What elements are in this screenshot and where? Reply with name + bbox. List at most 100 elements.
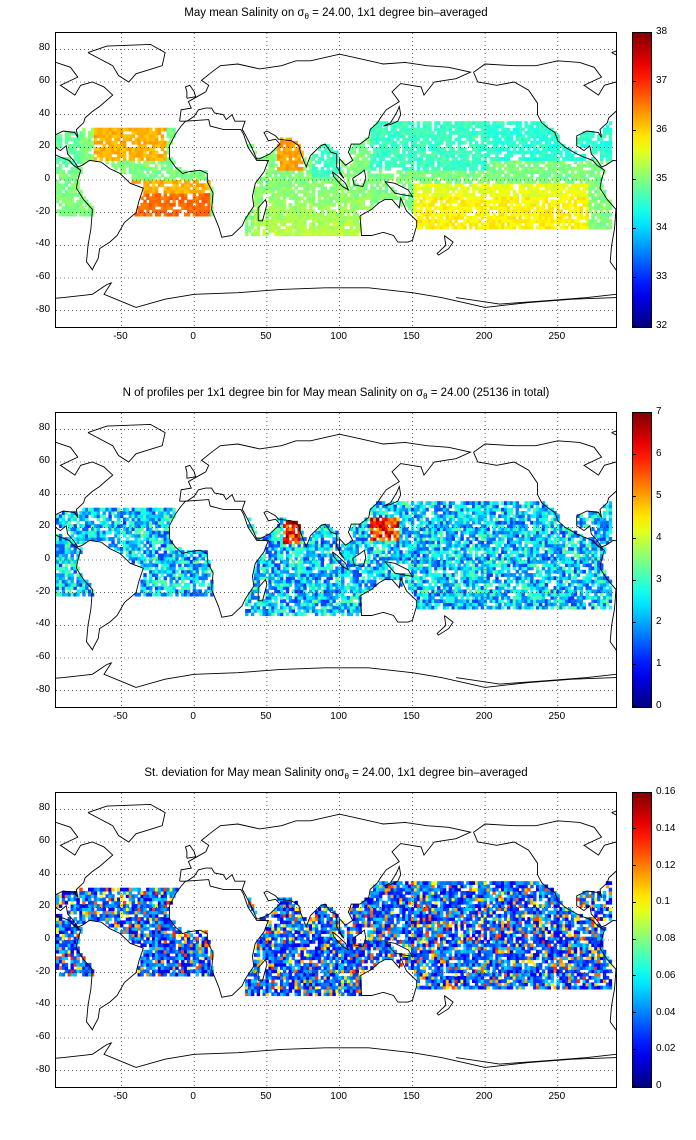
colorbar-tick-label: 33 (631, 271, 668, 282)
colorbar-tick-label: 0.16 (631, 786, 676, 797)
y-tick-label: 60 (38, 75, 50, 86)
x-tick-label: 150 (403, 711, 420, 722)
y-tick-label: 0 (44, 933, 50, 944)
map-svg (56, 793, 616, 1087)
x-tick-label: 200 (475, 1091, 493, 1102)
y-axis: 80 60 40 20 0 -20 -40 -60 -80 (20, 32, 54, 328)
x-tick-label: 100 (330, 1091, 347, 1102)
y-tick-label: -60 (35, 651, 50, 662)
y-tick-label: -40 (35, 998, 50, 1010)
colorbar-tick-label: 7 (633, 406, 662, 417)
colorbar-tick-label: 0.12 (631, 859, 676, 871)
coastlines (56, 43, 616, 308)
y-tick-label: 20 (38, 520, 50, 532)
y-tick-label: 80 (38, 422, 50, 434)
colorbar-tick-label: 3 (633, 574, 662, 585)
y-tick-label: 20 (38, 900, 50, 912)
x-axis: -50 0 50 100 150 200 250 (55, 1091, 617, 1105)
x-tick-label: 50 (260, 331, 272, 342)
x-tick-label: 50 (260, 711, 272, 722)
data-cells (56, 501, 613, 617)
x-tick-label: 200 (475, 331, 493, 342)
data-cells (56, 121, 613, 237)
colorbar-tick-label: 0.04 (631, 1006, 676, 1018)
y-tick-label: 40 (38, 487, 50, 499)
colorbar-tick-label: 4 (633, 532, 662, 543)
x-tick-label: 150 (403, 1091, 420, 1102)
x-tick-label: -50 (113, 711, 128, 722)
map-plot-area (55, 792, 617, 1088)
y-tick-label: 0 (44, 173, 50, 184)
x-axis: -50 0 50 100 150 200 250 (55, 331, 617, 345)
panel-title: N of profiles per 1x1 degree bin for May… (122, 387, 550, 401)
map-svg (56, 413, 616, 707)
colorbar-tick-label: 1 (633, 658, 662, 669)
y-tick-label: -60 (35, 1031, 50, 1042)
colorbar-tick-label: 6 (633, 448, 662, 459)
y-tick-label: -20 (35, 585, 50, 597)
panel-profile-count: N of profiles per 1x1 degree bin for May… (0, 380, 696, 760)
x-tick-label: 0 (190, 1091, 196, 1102)
y-tick-label: -80 (35, 683, 50, 695)
x-tick-label: -50 (113, 1091, 128, 1102)
y-tick-label: 80 (38, 42, 50, 54)
y-axis: 80 60 40 20 0 -20 -40 -60 -80 (20, 792, 54, 1088)
x-tick-label: 100 (330, 331, 347, 342)
x-tick-label: 250 (548, 711, 566, 722)
panel-title: May mean Salinity on σθ = 24.00, 1x1 deg… (184, 7, 488, 21)
x-tick-label: 250 (548, 331, 566, 342)
x-axis: -50 0 50 100 150 200 250 (55, 711, 617, 725)
map-plot-area (55, 412, 617, 708)
x-tick-label: -50 (113, 331, 128, 342)
colorbar (632, 792, 652, 1088)
y-tick-label: 40 (38, 867, 50, 879)
colorbar-tick-label: 38 (631, 26, 668, 37)
colorbar-tick-label: 0.08 (631, 933, 676, 944)
coastlines (56, 803, 616, 1068)
y-tick-label: 0 (44, 553, 50, 564)
colorbar-tick-label: 0 (633, 700, 662, 711)
x-tick-label: 100 (330, 711, 347, 722)
x-tick-label: 50 (260, 1091, 272, 1102)
colorbar (632, 32, 652, 328)
grid-lines (56, 33, 616, 327)
colorbar-tick-label: 37 (631, 75, 668, 86)
colorbar-tick-label: 36 (631, 124, 668, 135)
y-tick-label: -20 (35, 205, 50, 217)
y-axis: 80 60 40 20 0 -20 -40 -60 -80 (20, 412, 54, 708)
y-tick-label: -80 (35, 1063, 50, 1075)
colorbar-tick-label: 2 (633, 616, 662, 627)
data-cells (56, 881, 613, 997)
panel-mean-salinity: May mean Salinity on σθ = 24.00, 1x1 deg… (0, 0, 696, 380)
x-tick-label: 0 (190, 711, 196, 722)
x-tick-label: 200 (475, 711, 493, 722)
x-tick-label: 150 (403, 331, 420, 342)
x-tick-label: 250 (548, 1091, 566, 1102)
y-tick-label: 60 (38, 455, 50, 466)
y-tick-label: -60 (35, 271, 50, 282)
colorbar-tick-label: 0.14 (631, 822, 676, 834)
grid-lines (56, 793, 616, 1087)
y-tick-label: -40 (35, 238, 50, 250)
y-tick-label: -20 (35, 965, 50, 977)
coastlines (56, 423, 616, 688)
grid-lines (56, 413, 616, 707)
x-tick-label: 0 (190, 331, 196, 342)
y-tick-label: -40 (35, 618, 50, 630)
y-tick-label: 40 (38, 107, 50, 119)
y-tick-label: 80 (38, 802, 50, 814)
colorbar-tick-label: 35 (631, 173, 668, 184)
colorbar-tick-label: 0 (633, 1080, 662, 1091)
panel-std-deviation: St. deviation for May mean Salinity onσθ… (0, 760, 696, 1140)
colorbar-tick-label: 5 (633, 490, 662, 501)
y-tick-label: 60 (38, 835, 50, 846)
map-plot-area (55, 32, 617, 328)
colorbar-tick-label: 34 (631, 222, 668, 233)
y-tick-label: -80 (35, 303, 50, 315)
colorbar-tick-label: 32 (631, 320, 668, 331)
y-tick-label: 20 (38, 140, 50, 152)
map-svg (56, 33, 616, 327)
colorbar-tick-label: 0.02 (631, 1043, 676, 1055)
colorbar (632, 412, 652, 708)
colorbar-tick-label: 0.06 (631, 969, 676, 981)
